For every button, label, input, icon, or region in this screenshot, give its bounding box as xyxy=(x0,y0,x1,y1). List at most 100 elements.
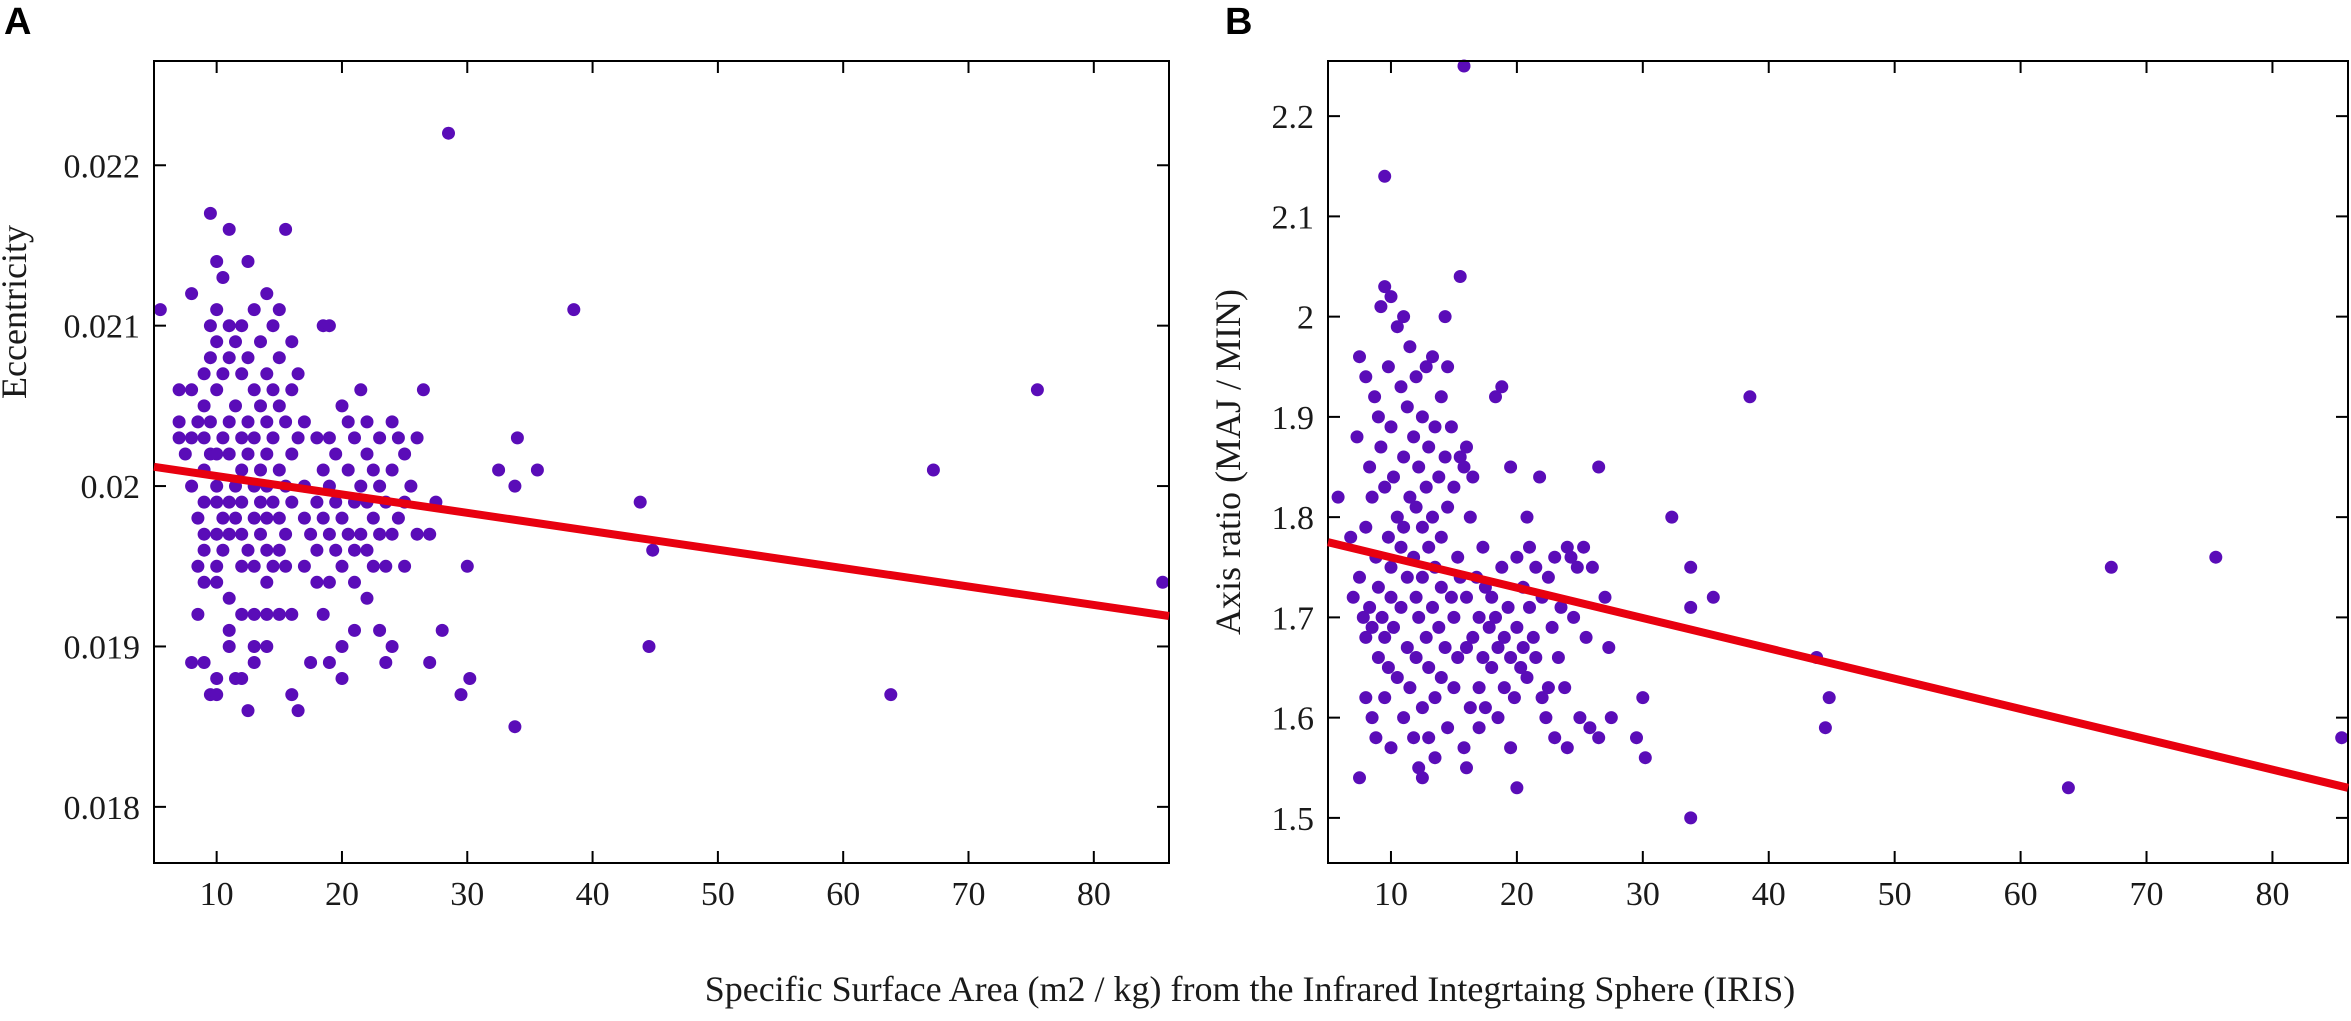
panel-b-data-point xyxy=(1428,420,1442,434)
panel-b-data-point xyxy=(1466,470,1480,484)
panel-b-data-point xyxy=(1453,450,1467,464)
panel-b-data-point xyxy=(1516,641,1530,654)
panel-a-data-point xyxy=(222,447,236,461)
panel-b-data-point xyxy=(1390,510,1404,524)
panel-a-data-point xyxy=(260,511,274,525)
panel-b-data-point xyxy=(1390,671,1404,684)
panel-b-data-point xyxy=(1394,380,1408,394)
panel-b-data-point xyxy=(1684,600,1698,614)
panel-a-data-point xyxy=(247,607,261,621)
panel-a-data-point xyxy=(508,720,522,734)
panel-a-data-point xyxy=(216,511,230,525)
panel-b-data-point xyxy=(1359,520,1373,534)
panel-a-data-point xyxy=(260,607,274,621)
panel-b-data-point xyxy=(1422,661,1436,674)
panel-b-data-point xyxy=(1638,751,1652,765)
panel-a-data-point xyxy=(884,688,898,702)
panel-a-data-point xyxy=(210,559,224,573)
panel-a-data-point xyxy=(354,383,368,397)
panel-b-label: B xyxy=(1225,1,1252,43)
panel-b-data-point xyxy=(1387,620,1400,634)
panel-a-data-point xyxy=(322,575,336,589)
panel-b-data-point xyxy=(1369,731,1383,745)
panel-a-data-point xyxy=(926,463,940,477)
panel-a-data-point xyxy=(373,431,387,445)
panel-b-data-point xyxy=(1706,590,1720,604)
panel-b-data-point xyxy=(1434,530,1448,544)
panel-b-data-point xyxy=(1426,350,1439,364)
panel-a-data-point xyxy=(222,495,236,509)
panel-a-data-point xyxy=(197,543,211,557)
panel-a-data-point xyxy=(210,447,224,461)
panel-b-data-point xyxy=(1409,590,1423,604)
panel-b-plot-frame xyxy=(1327,60,2349,864)
panel-b-data-point xyxy=(1463,510,1477,524)
panel-b-regression-line xyxy=(1327,538,2349,792)
panel-a-xtick-label: 60 xyxy=(826,876,860,913)
panel-a-data-point xyxy=(279,527,293,541)
panel-b-data-point xyxy=(1684,560,1698,574)
panel-b-data-point xyxy=(1378,169,1392,183)
panel-a-data-point xyxy=(291,704,305,718)
panel-b-data-point xyxy=(1407,731,1421,745)
panel-a-data-point xyxy=(222,222,236,236)
panel-a-data-point xyxy=(191,607,205,621)
panel-b-data-point xyxy=(1378,480,1392,494)
panel-b-data-point xyxy=(1604,711,1618,725)
panel-b-data-point xyxy=(1523,600,1536,614)
panel-a-data-point xyxy=(266,559,280,573)
panel-b-data-point xyxy=(1476,651,1490,664)
panel-b-data-point xyxy=(1472,681,1486,695)
panel-b-data-point xyxy=(1592,731,1606,745)
panel-a-data-point xyxy=(216,271,230,284)
panel-a-data-point xyxy=(272,511,286,525)
panel-b-ytick-label: 1.7 xyxy=(1272,600,1315,637)
panel-b-data-point xyxy=(1548,731,1562,745)
panel-a-data-point xyxy=(379,656,393,669)
panel-a-xtick-label: 50 xyxy=(701,876,735,913)
panel-a-data-point xyxy=(279,415,293,429)
panel-a-data-point xyxy=(222,623,236,637)
panel-a-data-point xyxy=(385,527,399,541)
panel-a-xtick-label: 40 xyxy=(576,876,610,913)
panel-b-data-point xyxy=(1415,570,1429,584)
panel-a-data-point xyxy=(646,543,660,557)
panel-a-data-point xyxy=(197,527,211,541)
panel-a-data-point xyxy=(416,383,430,397)
panel-b-data-point xyxy=(1412,460,1426,474)
panel-a-data-point xyxy=(354,479,368,493)
panel-b-data-point xyxy=(1602,641,1616,654)
panel-b-data-point xyxy=(1460,440,1473,454)
panel-b-ytick-label: 2 xyxy=(1297,300,1314,337)
panel-b-data-point xyxy=(1533,470,1547,484)
panel-a-data-point xyxy=(510,431,524,445)
panel-b-data-point xyxy=(1426,510,1439,524)
panel-b-data-point xyxy=(1554,600,1568,614)
panel-a-data-point xyxy=(241,415,255,429)
panel-b-ytick-label: 1.5 xyxy=(1272,801,1315,838)
panel-a-data-point xyxy=(229,511,242,525)
panel-b-data-point xyxy=(1374,440,1388,454)
panel-b-data-point xyxy=(1504,741,1518,755)
panel-b-data-point xyxy=(1412,761,1426,775)
panel-a-plot-frame xyxy=(153,60,1170,864)
panel-b-data-point xyxy=(1384,560,1398,574)
panel-a-data-point xyxy=(379,559,393,573)
panel-a-data-point xyxy=(241,704,255,718)
panel-b-data-point xyxy=(1434,671,1448,684)
panel-a-data-point xyxy=(210,575,224,589)
panel-a-data-point xyxy=(391,431,405,445)
panel-b-data-point xyxy=(1504,651,1518,664)
panel-b-data-point xyxy=(1363,600,1377,614)
panel-a-data-point xyxy=(210,303,224,317)
panel-b-data-point xyxy=(1514,661,1528,674)
panel-b-data-point xyxy=(1412,610,1426,624)
panel-a-data-point xyxy=(310,431,324,445)
panel-b-data-point xyxy=(1403,340,1417,354)
panel-a-data-point xyxy=(260,415,274,429)
panel-b-data-point xyxy=(1346,590,1360,604)
panel-b-data-point xyxy=(1368,390,1382,404)
panel-b-points xyxy=(1331,59,2349,825)
panel-b-data-point xyxy=(1453,270,1467,283)
panel-b-data-point xyxy=(1497,681,1511,695)
